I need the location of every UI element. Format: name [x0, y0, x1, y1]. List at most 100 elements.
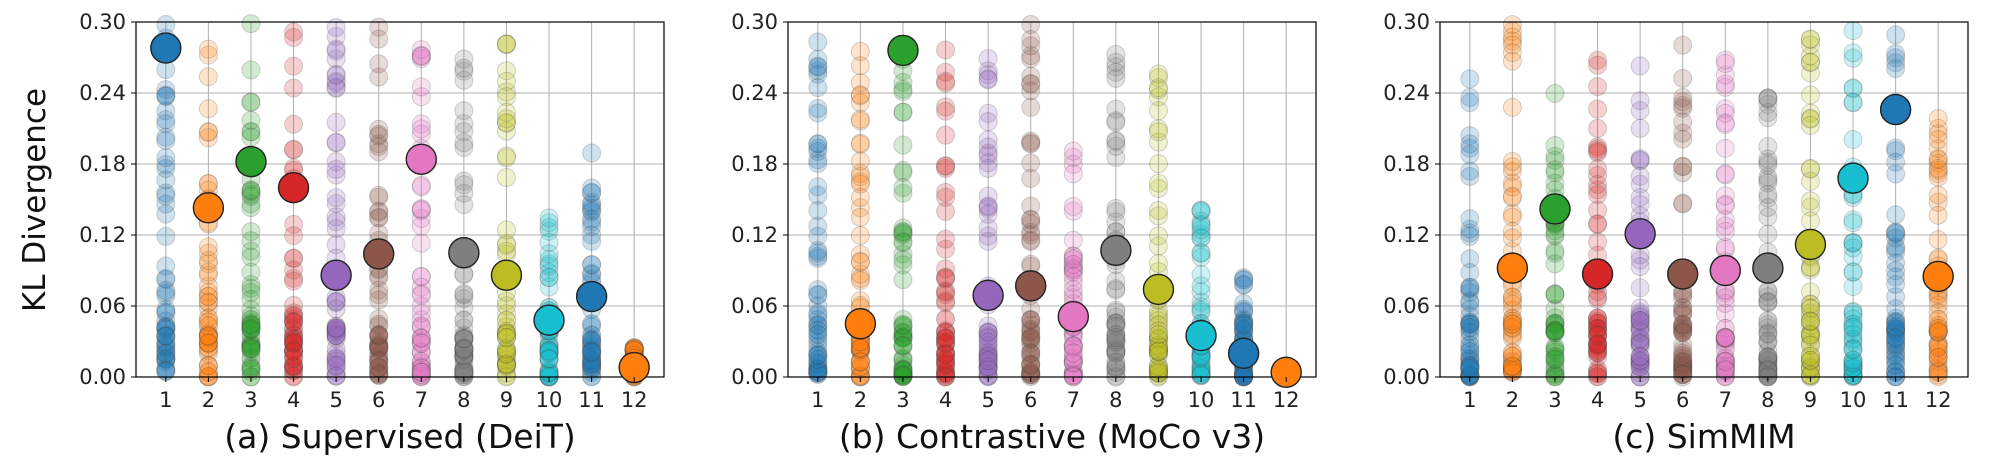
head-point [1758, 224, 1778, 244]
head-point [369, 352, 389, 372]
head-point [978, 145, 998, 165]
panel-simmim: (c) SimMIM 1 2 3 4 5 6 7 8 9 10 11 120.000.060.120.… [1383, 10, 1969, 456]
head-point [241, 326, 261, 346]
head-point [936, 365, 956, 385]
head-point [454, 122, 474, 142]
head-point [1021, 310, 1041, 330]
head-point [539, 254, 559, 274]
head-point [369, 54, 389, 74]
head-point [808, 316, 828, 336]
head-point [808, 248, 828, 268]
head-point [284, 366, 304, 386]
head-point [411, 175, 431, 195]
head-point [1021, 365, 1041, 385]
head-point [198, 122, 218, 142]
head-point [978, 350, 998, 370]
head-point [850, 85, 870, 105]
head-point [978, 366, 998, 386]
head-point [936, 282, 956, 302]
head-point [326, 159, 346, 179]
head-point [808, 280, 828, 300]
head-point [978, 323, 998, 343]
head-point [241, 289, 261, 309]
head-point [1588, 77, 1608, 97]
head-point [326, 152, 346, 172]
head-point [893, 102, 913, 122]
head-point [1106, 271, 1126, 291]
head-point [1460, 209, 1480, 229]
head-point [1545, 136, 1565, 156]
head-point [496, 323, 516, 343]
head-point [850, 338, 870, 358]
head-point [284, 339, 304, 359]
head-point [1106, 338, 1126, 358]
head-point [284, 320, 304, 340]
head-point [893, 225, 913, 245]
head-point [1148, 87, 1168, 107]
head-point [936, 125, 956, 145]
head-point [411, 284, 431, 304]
head-point [808, 142, 828, 162]
head-point [241, 92, 261, 112]
head-point [411, 332, 431, 352]
head-point [539, 218, 559, 238]
head-point [241, 359, 261, 379]
head-point [454, 171, 474, 191]
head-point [198, 292, 218, 312]
head-point [454, 349, 474, 369]
mean-marker-layer-2 [192, 192, 225, 224]
head-point [411, 296, 431, 316]
head-point [850, 251, 870, 271]
head-point [454, 346, 474, 366]
head-point [198, 344, 218, 364]
head-point [1063, 365, 1083, 385]
head-point [1460, 277, 1480, 297]
head-point [1106, 313, 1126, 333]
panel-contrastive-moco: (b) Contrastive (MoCo v3) 1 2 3 4 5 6 7 8 9 10 11 1… [731, 10, 1317, 456]
head-point [326, 365, 346, 385]
mean-marker-layer-8 [448, 237, 480, 269]
head-point [284, 306, 304, 326]
head-point [284, 340, 304, 360]
head-point [1148, 226, 1168, 246]
head-point [241, 336, 261, 356]
head-point [241, 315, 261, 335]
head-point [893, 79, 913, 99]
head-point [156, 204, 176, 224]
head-point [156, 339, 176, 359]
head-point [241, 315, 261, 335]
head-point [1148, 357, 1168, 377]
head-point [936, 328, 956, 348]
head-point [936, 322, 956, 342]
head-point [978, 349, 998, 369]
head-point [1021, 131, 1041, 151]
mean-marker-layer-9 [490, 259, 523, 291]
mean-marker-layer-4 [1581, 258, 1614, 290]
head-point [156, 226, 176, 246]
head-point [582, 339, 602, 359]
head-point [1928, 230, 1948, 250]
head-point [1021, 356, 1041, 376]
head-point [1021, 328, 1041, 348]
head-point [1063, 260, 1083, 280]
x-tick-label: 11 [1882, 388, 1909, 412]
head-point [284, 324, 304, 344]
head-point [156, 130, 176, 150]
head-point [156, 148, 176, 168]
mean-marker-layer-2 [844, 308, 877, 340]
head-point [936, 101, 956, 121]
head-point [156, 299, 176, 319]
head-point [893, 244, 913, 264]
head-point [808, 342, 828, 362]
head-point [1673, 68, 1693, 88]
head-point [241, 247, 261, 267]
head-point [893, 178, 913, 198]
head-point [1148, 341, 1168, 361]
head-point [978, 231, 998, 251]
head-point [808, 328, 828, 348]
head-point [978, 204, 998, 224]
head-point [284, 356, 304, 376]
head-point [369, 309, 389, 329]
head-point [539, 213, 559, 233]
head-point [1191, 364, 1211, 384]
